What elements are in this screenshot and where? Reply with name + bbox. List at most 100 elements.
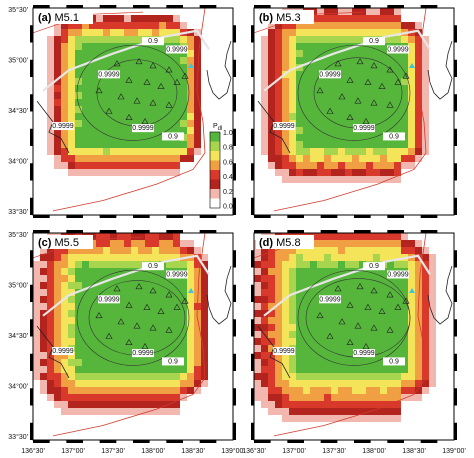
- frame-tick: [33, 5, 50, 8]
- probability-cell: [415, 331, 422, 338]
- probability-cell: [345, 176, 352, 183]
- probability-cell: [415, 50, 422, 57]
- probability-cell: [124, 373, 131, 380]
- probability-cell: [408, 141, 415, 148]
- probability-cell: [422, 43, 429, 50]
- probability-cell: [352, 85, 359, 92]
- probability-cell: [282, 331, 289, 338]
- probability-cell: [47, 134, 54, 141]
- probability-cell: [180, 64, 187, 71]
- probability-cell: [380, 303, 387, 310]
- probability-cell: [47, 338, 54, 345]
- probability-cell: [352, 134, 359, 141]
- probability-cell: [394, 394, 401, 401]
- probability-cell: [380, 71, 387, 78]
- probability-cell: [103, 387, 110, 394]
- probability-cell: [422, 380, 429, 387]
- probability-cell: [352, 366, 359, 373]
- probability-cell: [103, 268, 110, 275]
- probability-cell: [96, 317, 103, 324]
- probability-cell: [138, 345, 145, 352]
- probability-cell: [75, 261, 82, 268]
- probability-cell: [96, 233, 103, 240]
- probability-cell: [331, 148, 338, 155]
- probability-cell: [317, 345, 324, 352]
- probability-cell: [324, 15, 331, 22]
- probability-cell: [89, 394, 96, 401]
- probability-cell: [261, 141, 268, 148]
- trough-line: [52, 8, 206, 212]
- probability-cell: [124, 85, 131, 92]
- probability-cell: [110, 15, 117, 22]
- probability-cell: [394, 169, 401, 176]
- probability-cell: [145, 268, 152, 275]
- probability-cell: [187, 387, 194, 394]
- probability-cell: [359, 408, 366, 415]
- probability-cell: [187, 50, 194, 57]
- probability-cell: [415, 282, 422, 289]
- probability-cell: [117, 282, 124, 289]
- probability-cell: [68, 99, 75, 106]
- station-triangle: [113, 60, 121, 67]
- probability-cell: [117, 92, 124, 99]
- contour-label-box: [383, 357, 405, 366]
- probability-cell: [352, 148, 359, 155]
- probability-cell: [394, 162, 401, 169]
- probability-cell: [303, 106, 310, 113]
- probability-cell: [275, 303, 282, 310]
- probability-cell: [324, 148, 331, 155]
- probability-cell: [47, 296, 54, 303]
- probability-cell: [166, 317, 173, 324]
- probability-cell: [138, 162, 145, 169]
- probability-cell: [110, 289, 117, 296]
- probability-cell: [387, 415, 394, 422]
- probability-cell: [96, 50, 103, 57]
- probability-cell: [387, 401, 394, 408]
- probability-cell: [338, 22, 345, 29]
- probability-cell: [331, 57, 338, 64]
- probability-cell: [338, 345, 345, 352]
- probability-cell: [173, 92, 180, 99]
- probability-cell: [82, 303, 89, 310]
- probability-cell: [166, 373, 173, 380]
- probability-cell: [380, 240, 387, 247]
- probability-cell: [194, 134, 201, 141]
- probability-cell: [366, 148, 373, 155]
- probability-cell: [310, 85, 317, 92]
- frame-tick: [30, 250, 33, 268]
- probability-cell: [317, 415, 324, 422]
- station-triangle: [394, 78, 402, 85]
- probability-cell: [173, 233, 180, 240]
- probability-cell: [47, 64, 54, 71]
- probability-cell: [117, 148, 124, 155]
- station-triangle: [149, 99, 157, 106]
- probability-cell: [110, 380, 117, 387]
- probability-cell: [415, 57, 422, 64]
- probability-cell: [380, 155, 387, 162]
- probability-cell: [166, 254, 173, 261]
- probability-cell: [352, 120, 359, 127]
- probability-cell: [338, 240, 345, 247]
- probability-cell: [422, 247, 429, 254]
- probability-cell: [296, 92, 303, 99]
- probability-cell: [68, 78, 75, 85]
- probability-cell: [282, 275, 289, 282]
- probability-cell: [47, 268, 54, 275]
- probability-cell: [96, 373, 103, 380]
- probability-cell: [110, 113, 117, 120]
- probability-cell: [96, 92, 103, 99]
- latitude-tick-label: 33°30': [8, 433, 28, 441]
- probability-cell: [317, 134, 324, 141]
- probability-cell: [366, 275, 373, 282]
- probability-cell: [152, 317, 159, 324]
- station-triangle: [338, 93, 346, 100]
- contour-label: 0.9999: [387, 46, 409, 53]
- probability-cell: [194, 120, 201, 127]
- probability-cell: [303, 373, 310, 380]
- probability-cell: [394, 380, 401, 387]
- probability-cell: [117, 141, 124, 148]
- probability-cell: [268, 36, 275, 43]
- frame-tick: [251, 197, 254, 215]
- station-triangle: [378, 307, 386, 314]
- probability-cell: [187, 155, 194, 162]
